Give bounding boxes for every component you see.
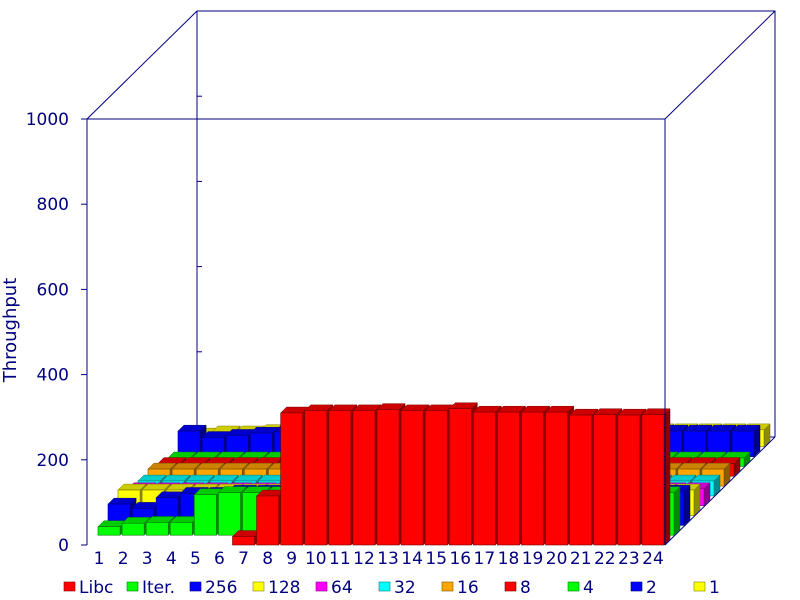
y-tick-label: 600	[37, 280, 69, 300]
legend-label: 2	[646, 578, 657, 598]
legend-label: 32	[394, 578, 416, 598]
legend-swatch	[693, 581, 706, 592]
x-tick-label: 22	[594, 549, 616, 569]
bar	[641, 408, 671, 546]
y-axis: 0 200 400 600 800 1000	[26, 110, 87, 556]
x-tick-label: 3	[142, 549, 153, 569]
legend-item: Libc	[63, 578, 113, 598]
legend-swatch	[504, 581, 517, 592]
box-front-edges	[86, 118, 666, 545]
y-tick-label: 400	[37, 366, 69, 386]
legend-label: 64	[331, 578, 353, 598]
legend-item: 256	[189, 578, 237, 598]
x-tick-label: 21	[570, 549, 592, 569]
x-tick-label: 8	[262, 549, 273, 569]
legend-item: 4	[567, 578, 594, 598]
x-tick-label: 5	[190, 549, 201, 569]
y-axis-label: Throughput	[0, 278, 21, 384]
x-tick-label: 6	[214, 549, 225, 569]
box-depth-bottom-right	[664, 436, 776, 546]
box-depth-top-left	[86, 10, 198, 120]
legend-swatch	[378, 581, 391, 592]
legend-swatch	[315, 581, 328, 592]
x-tick-label: 24	[642, 549, 664, 569]
bar	[731, 424, 761, 458]
legend-swatch	[126, 581, 139, 592]
x-tick-label: 14	[401, 549, 423, 569]
legend-label: 16	[457, 578, 479, 598]
legend-label: Libc	[79, 578, 113, 598]
legend-swatch	[441, 581, 454, 592]
x-tick-label: 11	[329, 549, 351, 569]
legend-label: 8	[520, 578, 531, 598]
bar	[145, 515, 175, 536]
y-tick-label: 1000	[26, 110, 69, 130]
legend-swatch	[63, 581, 76, 592]
x-tick-label: 12	[353, 549, 375, 569]
series-libc-bars	[231, 402, 671, 546]
x-tick-label: 15	[425, 549, 447, 569]
legend-swatch	[630, 581, 643, 592]
legend-item: 128	[252, 578, 300, 598]
x-tick-label: 19	[522, 549, 544, 569]
x-tick-label: 9	[286, 549, 297, 569]
x-tick-label: 20	[546, 549, 568, 569]
legend-label: 256	[205, 578, 237, 598]
legend-swatch	[189, 581, 202, 592]
x-tick-label: 18	[498, 549, 520, 569]
legend-item: 16	[441, 578, 479, 598]
x-tick-label: 23	[618, 549, 640, 569]
x-tick-label: 7	[238, 549, 249, 569]
y-tick-label: 0	[58, 536, 69, 556]
plot-box-front	[86, 118, 776, 546]
x-tick-label: 17	[474, 549, 496, 569]
x-tick-label: 2	[118, 549, 129, 569]
x-tick-label: 13	[377, 549, 399, 569]
legend-item: 64	[315, 578, 353, 598]
box-depth-top-right	[664, 10, 776, 120]
y-tick-label: 200	[37, 451, 69, 471]
legend: Libc Iter. 256 128 64 32 16 8 4 2 1	[63, 578, 720, 598]
legend-swatch	[252, 581, 265, 592]
plot-box-back	[86, 10, 776, 438]
bar	[352, 404, 382, 546]
x-tick-label: 16	[449, 549, 471, 569]
bar-series-group	[97, 402, 771, 546]
y-tick-label: 800	[37, 195, 69, 215]
legend-item: 1	[693, 578, 720, 598]
x-tick-label: 10	[305, 549, 327, 569]
legend-item: 32	[378, 578, 416, 598]
legend-label: Iter.	[142, 578, 175, 598]
bar	[225, 428, 255, 458]
box-back-edges	[197, 10, 776, 437]
legend-swatch	[567, 581, 580, 592]
legend-label: 128	[268, 578, 300, 598]
legend-item: Iter.	[126, 578, 175, 598]
legend-item: 2	[630, 578, 657, 598]
x-tick-label: 4	[166, 549, 177, 569]
x-tick-label: 1	[94, 549, 105, 569]
x-axis-tick-labels: 1 2 3 4 5 6 7 8 9 10 11 12 13 14 15 16 17 18 19 20 21 22 23 24	[94, 549, 664, 569]
legend-label: 1	[709, 578, 720, 598]
legend-label: 4	[583, 578, 594, 598]
legend-item: 8	[504, 578, 531, 598]
